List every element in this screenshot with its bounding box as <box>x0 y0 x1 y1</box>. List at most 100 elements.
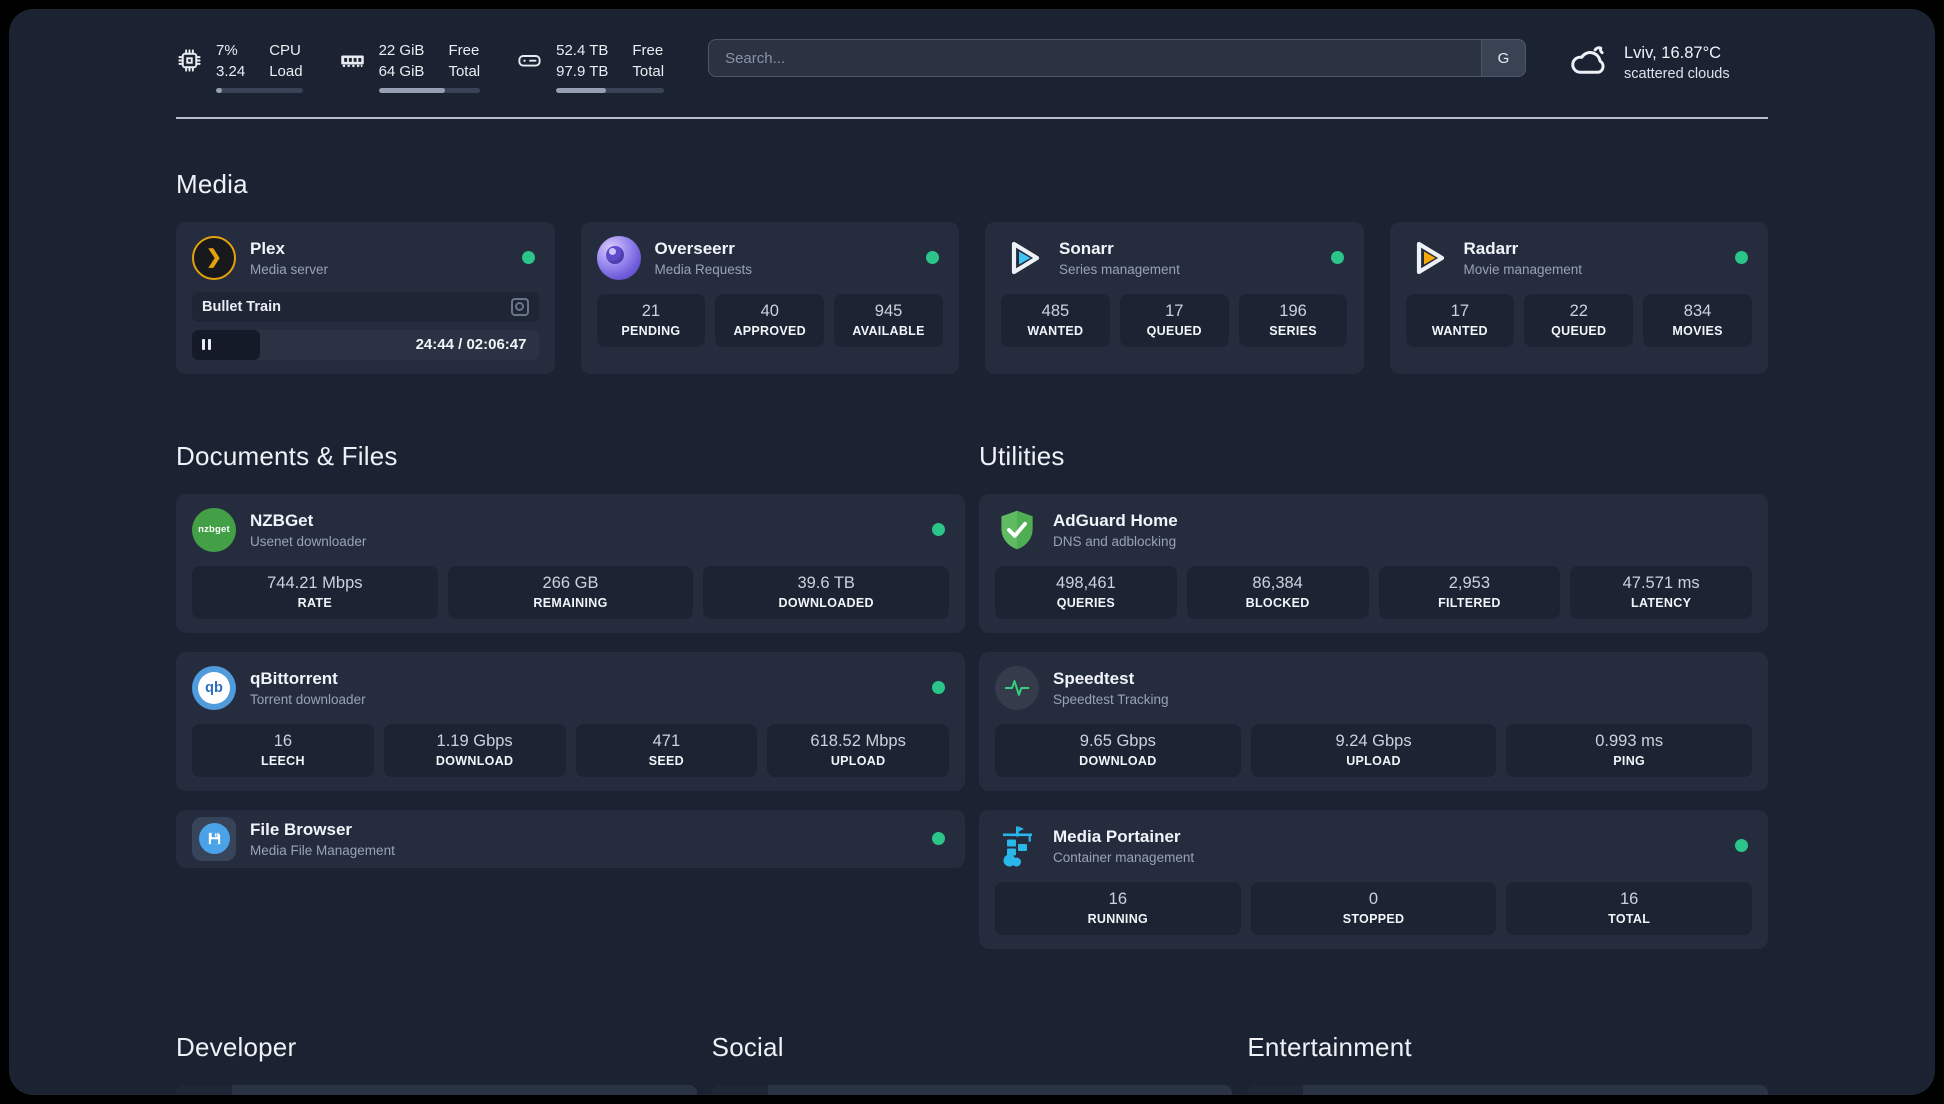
disk-total-value: 97.9 TB <box>556 62 609 80</box>
stat-tile-movies: 834 MOVIES <box>1643 293 1752 347</box>
disk-free-value: 52.4 TB <box>556 42 609 59</box>
app-card-nzbget[interactable]: nzbget NZBGet Usenet downloader 744.21 M… <box>176 493 965 633</box>
status-dot <box>926 251 939 265</box>
status-dot <box>1330 251 1344 265</box>
app-description: DNS and adblocking <box>1053 533 1177 549</box>
cpu-stat: 7% CPU 3.24 Load <box>176 41 303 93</box>
header-divider <box>176 117 1768 119</box>
section-utilities: Utilities AdGuard Home D <box>979 420 1768 949</box>
cpu-label: CPU <box>269 42 301 59</box>
radarr-icon <box>1406 236 1450 280</box>
app-name: qBittorrent <box>250 668 338 688</box>
ram-free-label: Free <box>448 42 480 59</box>
now-playing-row: Bullet Train <box>192 291 539 322</box>
app-name: Speedtest <box>1053 668 1135 688</box>
playback-time: 24:44 / 02:06:47 <box>415 335 527 353</box>
app-description: Series management <box>1059 261 1180 277</box>
app-description: Speedtest Tracking <box>1053 691 1169 707</box>
stat-tile-ping: 0.993 ms PING <box>1506 723 1753 777</box>
stat-tile-latency: 47.571 ms LATENCY <box>1570 565 1752 619</box>
section-documents: Documents & Files nzbget NZBGet Usenet d… <box>176 420 965 949</box>
stat-tile-wanted: 17 WANTED <box>1405 293 1515 347</box>
portainer-icon <box>995 824 1039 868</box>
adguard-icon <box>995 508 1039 552</box>
stat-tile-approved: 40 APPROVED <box>715 293 825 347</box>
search-input[interactable] <box>708 39 1526 77</box>
stat-tile-rate: 744.21 Mbps RATE <box>192 565 438 619</box>
search-engine-button[interactable]: G <box>1481 39 1526 77</box>
link-abbr: GH <box>176 1084 232 1095</box>
section-title-utilities: Utilities <box>979 441 1065 472</box>
app-card-radarr[interactable]: Radarr Movie management 17 WANTED 22 QUE… <box>1389 221 1768 374</box>
cpu-progress-bar <box>216 88 303 93</box>
app-description: Media server <box>250 261 329 277</box>
stat-tile-available: 945 AVAILABLE <box>834 293 943 347</box>
link-linkedin[interactable]: LI LinkedIn linkedin.com <box>711 1084 1233 1095</box>
ram-icon <box>339 47 366 74</box>
weather-location-temp: Lviv, 16.87°C <box>1624 43 1722 62</box>
ram-progress-bar <box>378 88 481 93</box>
cpu-load-value: 3.24 <box>216 62 246 80</box>
link-youtube[interactable]: YT YouTube youtube.com <box>1247 1084 1768 1095</box>
app-description: Usenet downloader <box>250 533 367 549</box>
app-card-portainer[interactable]: Media Portainer Container management 16 … <box>979 809 1768 949</box>
app-name: File Browser <box>250 819 353 839</box>
section-entertainment: Entertainment YT YouTube youtube.com NF … <box>1247 1011 1768 1095</box>
weather-condition: scattered clouds <box>1624 65 1730 82</box>
app-card-plex[interactable]: ❯ Plex Media server Bullet Train 24:44 / <box>176 221 555 374</box>
link-abbr: LI <box>711 1084 768 1095</box>
ram-free-value: 22 GiB <box>378 42 425 59</box>
ram-total-value: 64 GiB <box>378 62 425 80</box>
session-icon[interactable] <box>510 297 529 316</box>
plex-icon: ❯ <box>192 235 236 280</box>
stat-tile-queued: 17 QUEUED <box>1119 293 1229 347</box>
app-description: Movie management <box>1463 261 1583 277</box>
status-dot <box>932 523 945 537</box>
disk-icon <box>516 47 543 74</box>
app-card-overseerr[interactable]: Overseerr Media Requests 21 PENDING 40 A… <box>580 221 959 374</box>
section-media: Media ❯ Plex Media server Bullet Train <box>176 169 1768 374</box>
stat-tile-leech: 16 LEECH <box>192 723 374 777</box>
disk-progress-bar <box>556 88 665 93</box>
now-playing-title: Bullet Train <box>202 298 281 315</box>
app-card-adguard[interactable]: AdGuard Home DNS and adblocking 498,461 … <box>979 493 1768 633</box>
stat-tile-running: 16 RUNNING <box>995 881 1241 935</box>
app-name: Media Portainer <box>1053 826 1181 846</box>
app-card-filebrowser[interactable]: File Browser Media File Management <box>176 809 965 868</box>
stat-tile-queries: 498,461 QUERIES <box>995 565 1177 619</box>
status-dot <box>932 681 945 695</box>
search-bar: G <box>708 39 1526 77</box>
disk-free-label: Free <box>632 42 664 59</box>
stat-tile-total: 16 TOTAL <box>1506 881 1753 935</box>
stat-tile-remaining: 266 GB REMAINING <box>447 565 694 619</box>
app-name: Overseerr <box>654 238 735 258</box>
stat-tile-pending: 21 PENDING <box>596 293 706 347</box>
app-card-sonarr[interactable]: Sonarr Series management 485 WANTED 17 Q… <box>985 221 1364 374</box>
app-name: AdGuard Home <box>1053 510 1178 530</box>
stat-tile-upload: 9.24 Gbps UPLOAD <box>1250 723 1497 777</box>
playback-progress-bar[interactable]: 24:44 / 02:06:47 <box>192 329 539 360</box>
cpu-value: 7% <box>216 42 238 59</box>
pause-icon[interactable] <box>202 339 211 351</box>
stat-tile-series: 196 SERIES <box>1238 293 1348 347</box>
section-title-social: Social <box>711 1032 784 1063</box>
cpu-load-label: Load <box>269 62 303 80</box>
app-card-qbittorrent[interactable]: qb qBittorrent Torrent downloader 16 LEE… <box>176 651 965 791</box>
link-github[interactable]: GH Github github.com <box>176 1084 697 1095</box>
nzbget-icon: nzbget <box>192 507 236 552</box>
system-stats: 7% CPU 3.24 Load <box>176 41 665 93</box>
filebrowser-icon <box>192 816 236 861</box>
status-dot <box>521 251 535 265</box>
stat-tile-download: 1.19 Gbps DOWNLOAD <box>383 723 566 777</box>
app-description: Torrent downloader <box>250 691 366 707</box>
app-name: Plex <box>250 238 285 258</box>
section-social: Social LI LinkedIn linkedin.com TW Twitt… <box>711 1011 1233 1095</box>
stat-tile-blocked: 86,384 BLOCKED <box>1186 565 1369 619</box>
app-card-speedtest[interactable]: Speedtest Speedtest Tracking 9.65 Gbps D… <box>979 651 1768 791</box>
stat-tile-filtered: 2,953 FILTERED <box>1378 565 1561 619</box>
disk-stat: 52.4 TB Free 97.9 TB Total <box>516 41 665 93</box>
stat-tile-upload: 618.52 Mbps UPLOAD <box>767 723 949 777</box>
weather-widget: Lviv, 16.87°C scattered clouds <box>1568 39 1768 86</box>
section-title-entertainment: Entertainment <box>1247 1032 1412 1063</box>
section-title-developer: Developer <box>176 1032 297 1063</box>
